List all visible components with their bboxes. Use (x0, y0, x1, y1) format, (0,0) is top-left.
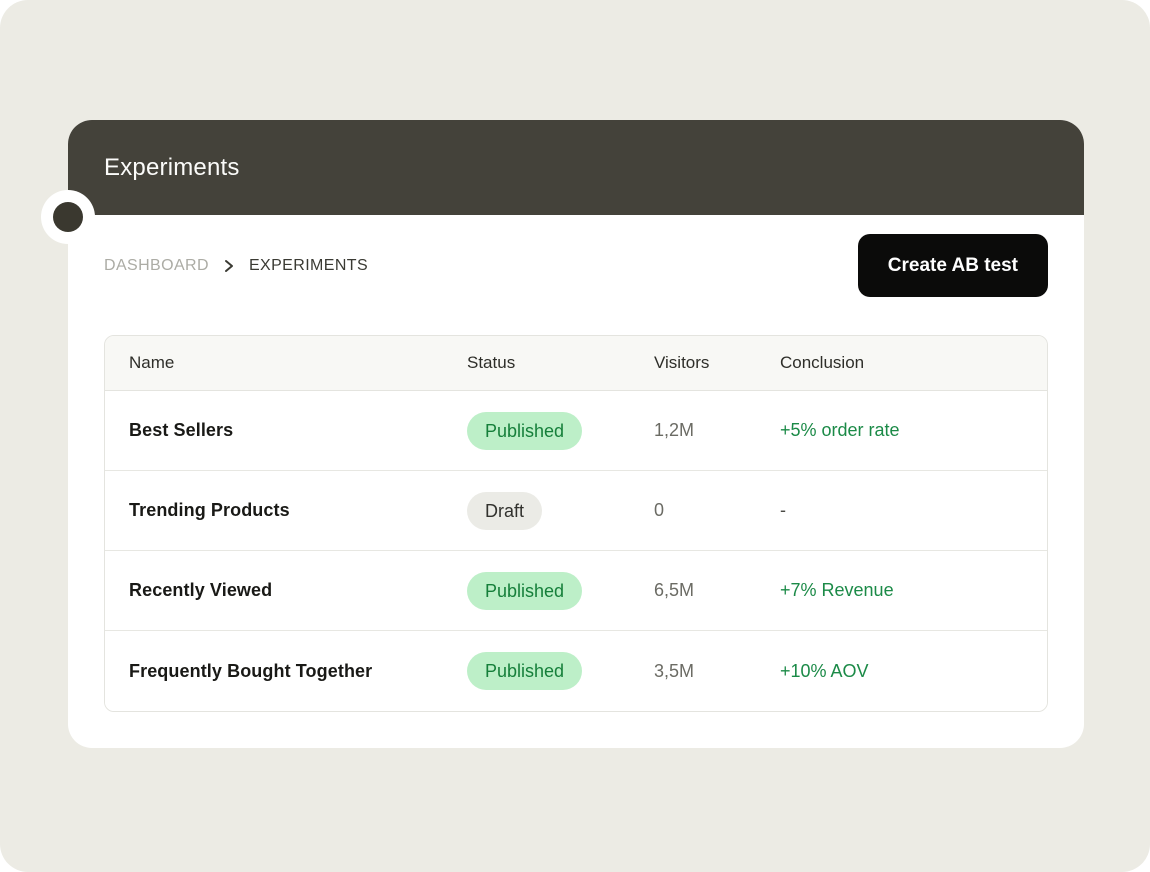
breadcrumb: DASHBOARD EXPERIMENTS (104, 257, 368, 275)
experiment-name: Best Sellers (129, 420, 234, 440)
table-row[interactable]: Trending Products Draft 0 - (105, 471, 1047, 551)
table-header-row: Name Status Visitors Conclusion (105, 336, 1047, 391)
experiment-name: Frequently Bought Together (129, 660, 373, 681)
status-cell: Draft (443, 471, 630, 550)
window-header: Experiments (68, 120, 1084, 215)
page-title: Experiments (104, 153, 240, 181)
column-header-conclusion: Conclusion (780, 353, 865, 372)
experiment-name: Recently Viewed (129, 580, 273, 600)
table-row[interactable]: Frequently Bought Together Published 3,5… (105, 631, 1047, 711)
chevron-right-icon (224, 259, 233, 272)
conclusion-value: - (780, 500, 786, 520)
status-badge: Published (467, 652, 583, 690)
status-badge: Draft (467, 491, 543, 530)
visitors-value: 6,5M (654, 580, 695, 600)
topbar: DASHBOARD EXPERIMENTS Create AB test (104, 234, 1048, 297)
breadcrumb-experiments: EXPERIMENTS (248, 256, 369, 274)
status-badge: Published (467, 571, 583, 610)
conclusion-value: +5% order rate (780, 420, 900, 440)
status-badge: Published (467, 411, 583, 450)
breadcrumb-dashboard[interactable]: DASHBOARD (104, 256, 209, 274)
experiment-name: Trending Products (129, 500, 290, 520)
status-cell: Published (443, 391, 630, 470)
column-header-visitors: Visitors (654, 353, 710, 372)
experiments-window: Experiments DASHBOARD EXPERIMENTS Create… (41, 120, 1084, 748)
table-row[interactable]: Recently Viewed Published 6,5M +7% Reven… (105, 551, 1047, 631)
experiments-table: Name Status Visitors Conclusion Best Sel… (104, 335, 1048, 712)
visitors-value: 3,5M (654, 660, 695, 681)
window-body: DASHBOARD EXPERIMENTS Create AB test Nam… (68, 234, 1084, 712)
status-cell: Published (443, 551, 630, 630)
pointer-dot (53, 202, 83, 232)
create-ab-test-button[interactable]: Create AB test (857, 234, 1048, 297)
table-row[interactable]: Best Sellers Published 1,2M +5% order ra… (105, 391, 1047, 471)
visitors-value: 0 (654, 500, 665, 520)
pointer-dot-ring (41, 190, 95, 244)
column-header-name: Name (129, 353, 175, 372)
column-header-status: Status (467, 353, 516, 372)
conclusion-value: +7% Revenue (780, 580, 894, 600)
conclusion-value: +10% AOV (780, 660, 869, 681)
visitors-value: 1,2M (654, 420, 695, 440)
status-cell: Published (443, 631, 630, 711)
